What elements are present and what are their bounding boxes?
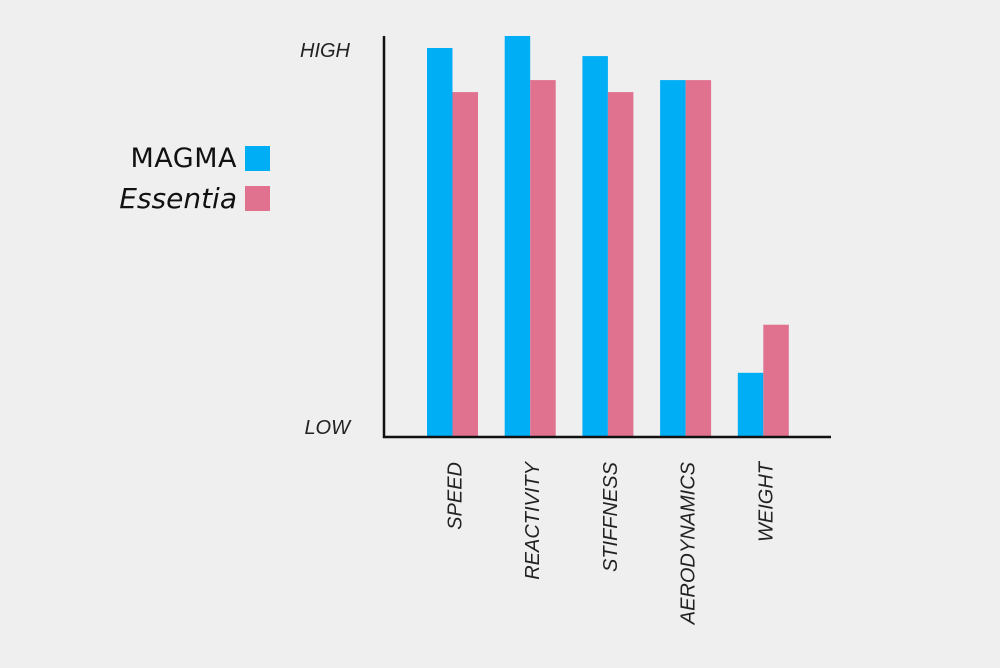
bar-magma-stiffness [582, 56, 608, 437]
legend-swatch-essentia [245, 186, 270, 211]
x-tick-labels: SPEED REACTIVITY STIFFNESS AERODYNAMICS WEIG… [445, 460, 778, 625]
x-tick-label-aerodynamics: AERODYNAMICS [678, 461, 700, 625]
y-tick-label-high: HIGH [300, 40, 351, 62]
legend-label-magma: MAGMA [130, 143, 237, 174]
x-tick-label-speed: SPEED [445, 462, 467, 530]
x-tick-label-reactivity: REACTIVITY [522, 460, 544, 579]
legend-item-essentia: Essentia [119, 182, 270, 215]
bar-essentia-stiffness [607, 92, 634, 437]
y-tick-label-low: LOW [304, 417, 352, 439]
bar-essentia-weight [763, 324, 789, 437]
bar-magma-reactivity [504, 36, 531, 437]
bars-group [427, 36, 789, 437]
bar-magma-aerodynamics [660, 80, 686, 437]
x-tick-label-stiffness: STIFFNESS [600, 461, 622, 572]
legend-label-essentia: Essentia [119, 182, 237, 215]
bar-essentia-speed [452, 92, 478, 437]
bar-essentia-aerodynamics [685, 80, 712, 437]
legend-item-magma: MAGMA [131, 143, 270, 174]
bar-magma-speed [427, 48, 453, 437]
x-tick-label-weight: WEIGHT [755, 460, 777, 542]
bar-magma-weight [737, 372, 764, 437]
bar-essentia-reactivity [530, 80, 556, 437]
legend-swatch-magma [245, 146, 270, 171]
